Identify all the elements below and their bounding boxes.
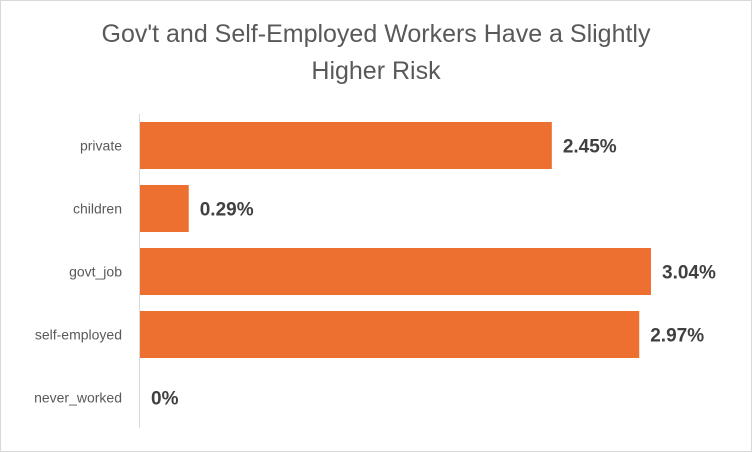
data-label: 2.97% xyxy=(650,326,704,347)
chart-title: Gov't and Self-Employed Workers Have a S… xyxy=(0,16,752,90)
bar xyxy=(140,185,189,232)
data-label: 0% xyxy=(151,389,179,410)
data-label: 3.04% xyxy=(662,263,716,284)
category-label: self-employed xyxy=(35,327,122,343)
category-label: private xyxy=(80,138,122,154)
category-label: never_worked xyxy=(34,390,122,406)
chart-title-line-1: Gov't and Self-Employed Workers Have a S… xyxy=(101,20,651,48)
bar xyxy=(140,311,640,358)
data-label: 2.45% xyxy=(563,137,617,158)
bar xyxy=(140,248,651,295)
category-label: children xyxy=(73,201,122,217)
category-label: govt_job xyxy=(69,264,122,280)
chart-title-line-2: Higher Risk xyxy=(311,57,441,85)
data-label: 0.29% xyxy=(200,200,254,221)
bar xyxy=(140,122,552,169)
